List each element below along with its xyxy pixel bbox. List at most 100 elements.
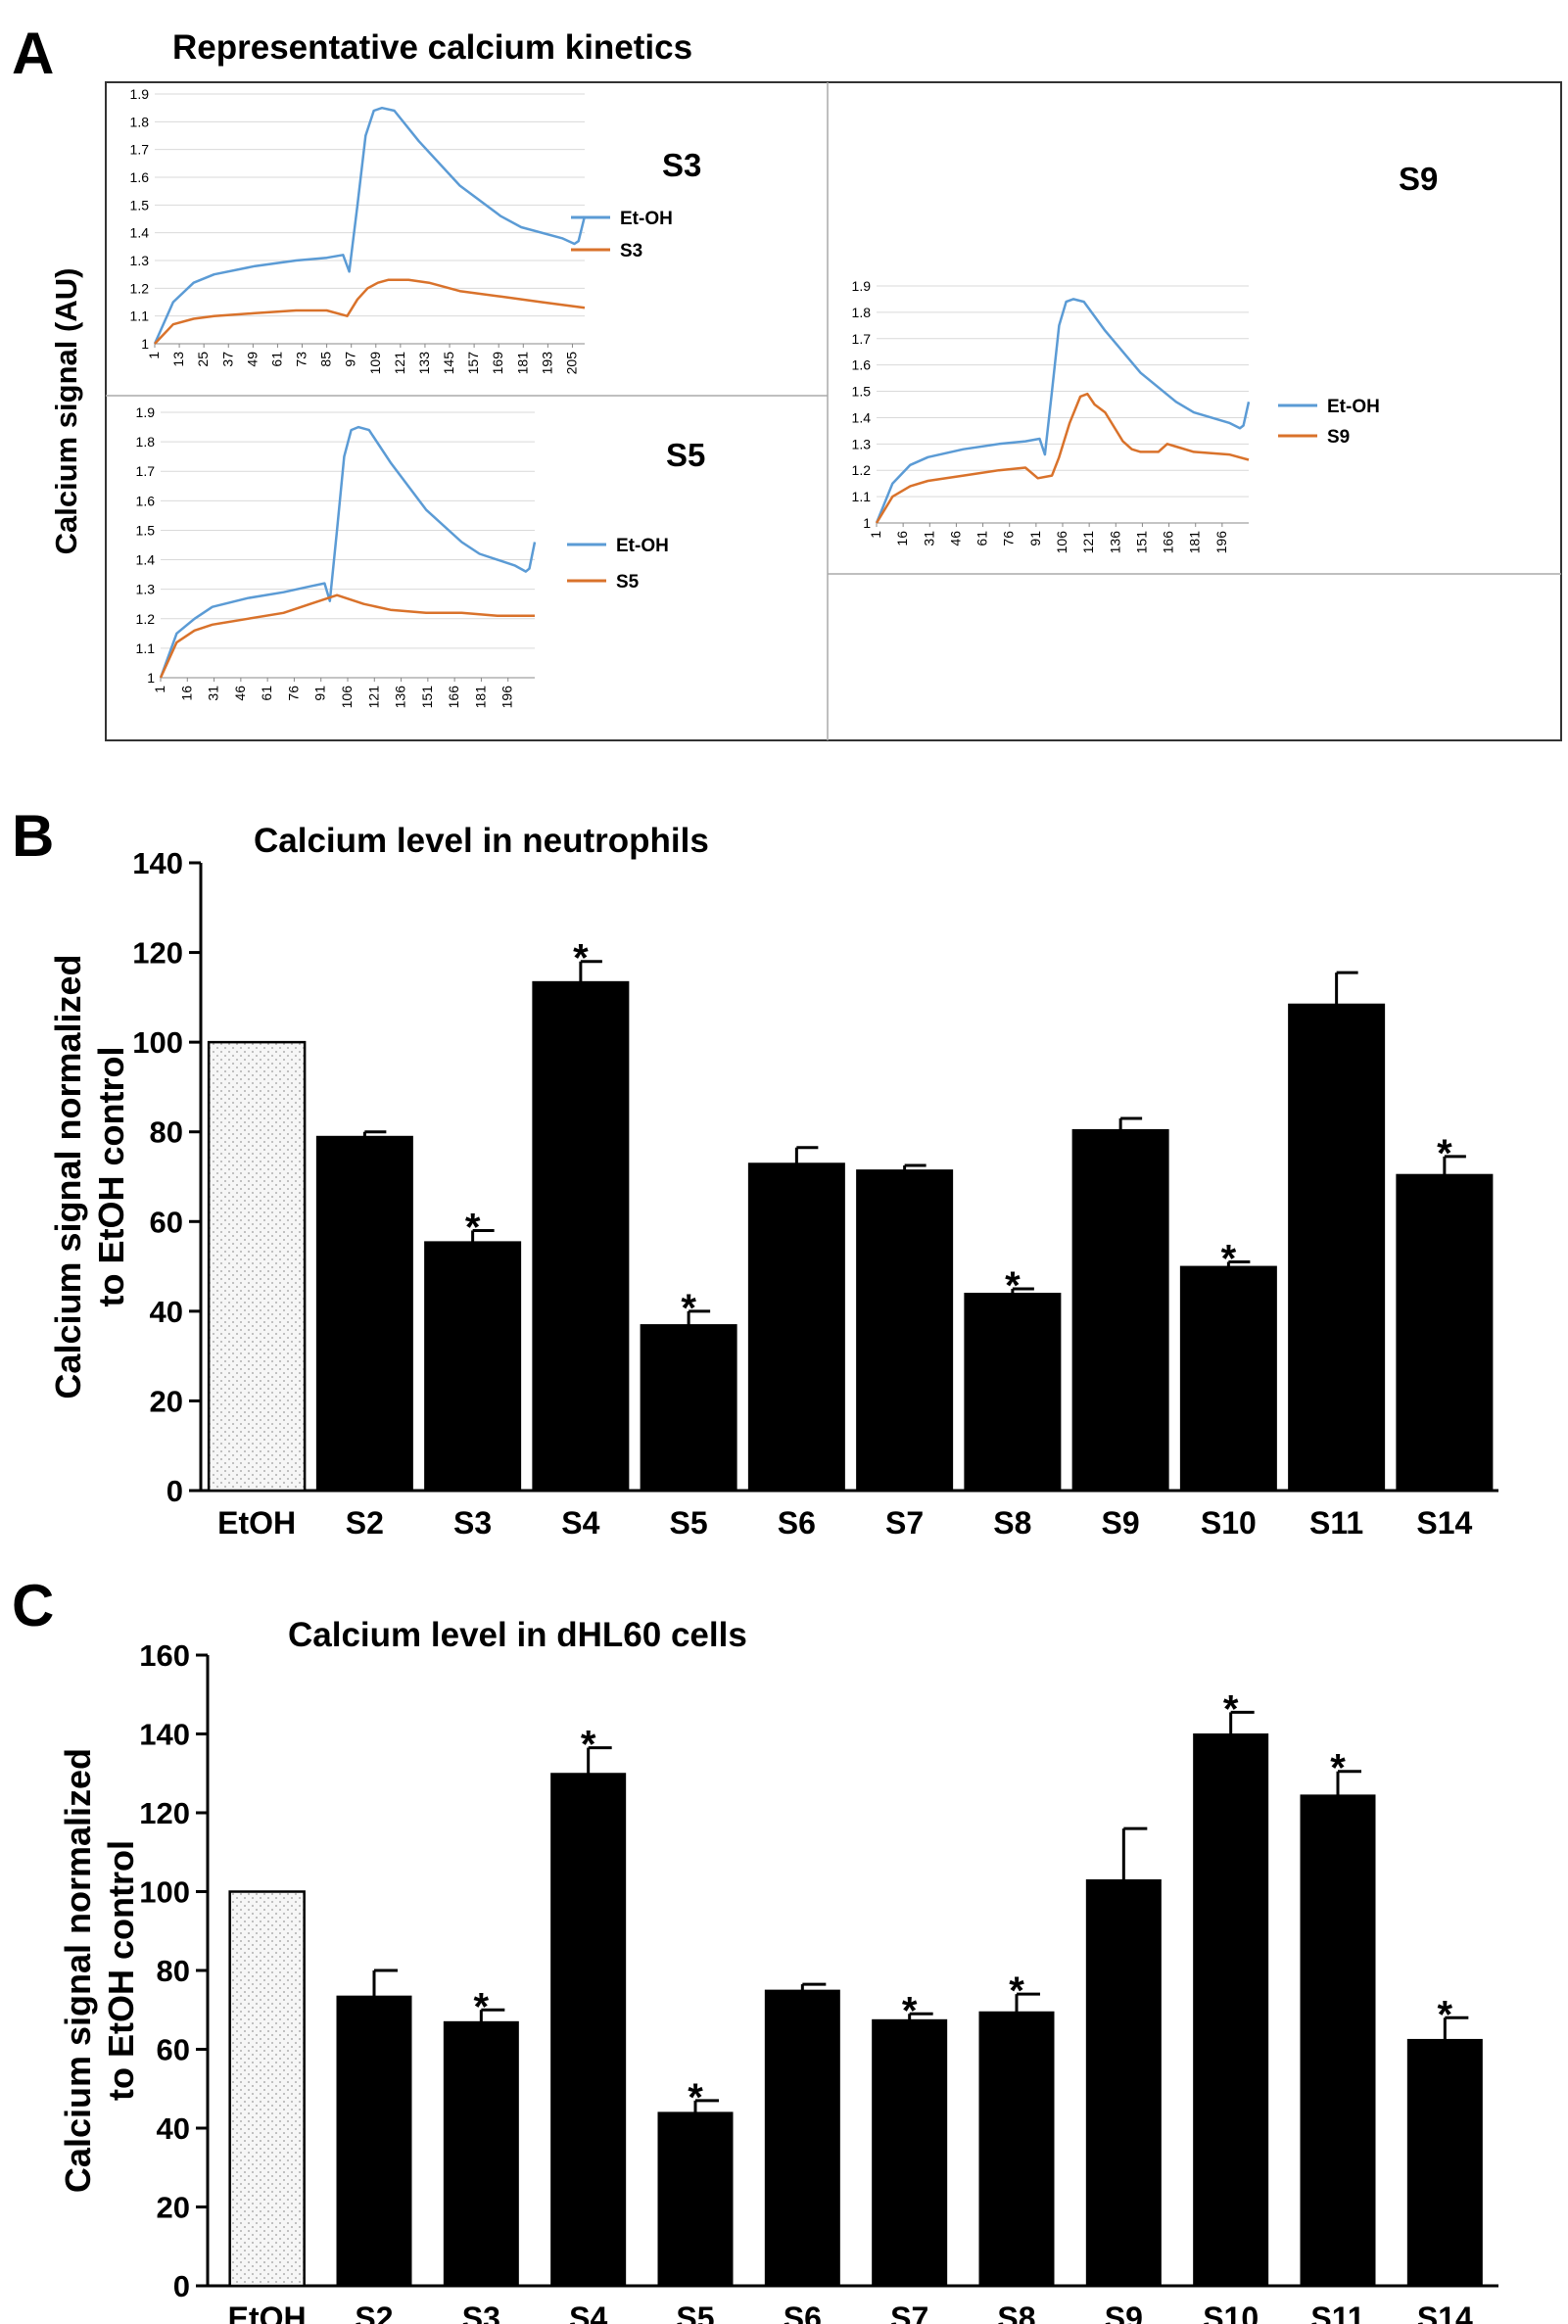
y-tick-label: 1 [863, 515, 871, 531]
y-tick-label: 1.8 [130, 114, 150, 129]
y-tick-label: 1.5 [130, 197, 150, 213]
bar-control [207, 1040, 307, 1493]
x-tick-label: 31 [206, 686, 221, 701]
legend-label: S5 [616, 572, 640, 593]
x-category-label: S14 [1416, 1505, 1472, 1541]
x-tick-label: 196 [499, 686, 515, 709]
y-tick-label: 140 [139, 1718, 190, 1752]
y-tick-label: 100 [139, 1875, 190, 1910]
bar [657, 2111, 734, 2287]
bar [872, 2018, 948, 2287]
x-tick-label: 76 [1001, 531, 1017, 546]
y-tick-label: 1.2 [852, 462, 872, 478]
x-tick-label: 1 [868, 531, 883, 539]
bar [1406, 2038, 1483, 2287]
y-tick-label: 1.8 [136, 434, 156, 450]
x-category-label: S11 [1310, 2300, 1364, 2324]
x-tick-label: 109 [367, 352, 383, 375]
x-tick-label: 181 [1187, 531, 1203, 554]
x-category-label: S7 [890, 2300, 928, 2324]
y-tick-label: 60 [150, 1205, 183, 1239]
x-tick-label: 61 [259, 686, 274, 701]
y-tick-label: 120 [139, 1796, 190, 1830]
bar [550, 1773, 627, 2287]
mini-chart-s9: 1 1.1 1.2 1.3 1.4 1.5 1.6 1.7 1.8 1.9 1 16 31 46 61 76 9… [852, 161, 1439, 553]
panel-c-letter: C [12, 1573, 54, 1638]
bar [336, 1995, 412, 2287]
legend-label: Et-OH [1327, 397, 1380, 417]
significance-star: * [681, 1287, 696, 1330]
legend-label: S3 [620, 241, 642, 261]
significance-star: * [1223, 1687, 1239, 1731]
x-tick-label: 166 [1161, 531, 1176, 554]
x-category-label: S6 [778, 1505, 816, 1541]
x-tick-label: 166 [446, 686, 461, 709]
significance-star: * [688, 2076, 703, 2119]
significance-star: * [1221, 1237, 1237, 1280]
y-tick-label: 120 [132, 936, 183, 971]
bar [964, 1293, 1062, 1492]
legend-label: Et-OH [620, 209, 673, 229]
bar [1085, 1878, 1162, 2287]
x-tick-label: 91 [312, 686, 328, 701]
y-tick-label: 1.9 [136, 404, 156, 420]
bar [764, 1989, 840, 2287]
significance-star: * [1330, 1747, 1346, 1790]
x-tick-label: 91 [1027, 531, 1043, 546]
mini-chart-title: S3 [662, 147, 701, 183]
bar [1288, 1003, 1386, 1492]
panel-a: A Representative calcium kinetics Calciu… [12, 21, 1562, 741]
y-tick-label: 160 [139, 1638, 190, 1673]
y-tick-label: 1.1 [136, 640, 156, 656]
x-category-label: S4 [569, 2300, 607, 2324]
x-category-label: EtOH [217, 1505, 296, 1541]
panel-a-title: Representative calcium kinetics [172, 28, 692, 67]
bar [856, 1169, 954, 1492]
x-tick-label: 106 [339, 686, 355, 709]
series-line-et-oh [153, 106, 587, 345]
x-category-label: S10 [1203, 2300, 1259, 2324]
x-category-label: S11 [1309, 1505, 1363, 1541]
y-axis-label: to EtOH control [101, 1840, 141, 2101]
bar-chart-dhl60: Calcium level in dHL60 cells Calcium sign… [58, 1616, 1498, 2324]
chart-title: Calcium level in neutrophils [254, 822, 709, 860]
y-tick-label: 1.2 [130, 280, 150, 296]
y-tick-label: 1.3 [852, 436, 872, 451]
x-tick-label: 16 [894, 531, 910, 546]
x-tick-label: 169 [490, 352, 505, 375]
x-category-label: S5 [670, 1505, 708, 1541]
x-category-label: S2 [346, 1505, 384, 1541]
x-category-label: S3 [462, 2300, 500, 2324]
y-tick-label: 1.6 [852, 357, 872, 373]
y-tick-label: 1.6 [130, 169, 150, 185]
panel-a-frame [105, 81, 1562, 741]
x-category-label: S14 [1417, 2300, 1473, 2324]
x-tick-label: 1 [146, 352, 162, 359]
series-line-s3 [154, 278, 586, 345]
y-tick-label: 1.4 [136, 552, 156, 568]
bar [315, 1135, 413, 1492]
x-tick-label: 16 [178, 686, 194, 701]
bar [1179, 1265, 1277, 1492]
y-tick-label: 1.7 [852, 331, 872, 347]
mini-chart-title: S9 [1399, 161, 1438, 197]
series-line-et-oh [159, 425, 537, 679]
x-category-label: S9 [1102, 1505, 1140, 1541]
significance-star: * [1005, 1264, 1021, 1307]
y-tick-label: 1.2 [136, 611, 156, 627]
y-tick-label: 1 [147, 670, 155, 686]
significance-star: * [1438, 1993, 1453, 2036]
x-tick-label: 46 [947, 531, 963, 546]
x-category-label: S9 [1105, 2300, 1143, 2324]
significance-star: * [465, 1206, 481, 1249]
x-tick-label: 46 [232, 686, 248, 701]
x-category-label: S7 [885, 1505, 924, 1541]
x-tick-label: 25 [195, 352, 211, 367]
y-axis-label: Calcium signal normalized [58, 1748, 98, 2193]
bar [424, 1241, 522, 1492]
significance-star: * [581, 1724, 596, 1767]
x-tick-label: 157 [465, 352, 481, 375]
x-tick-label: 121 [1080, 531, 1096, 554]
y-tick-label: 100 [132, 1025, 183, 1060]
y-tick-label: 40 [150, 1295, 183, 1329]
